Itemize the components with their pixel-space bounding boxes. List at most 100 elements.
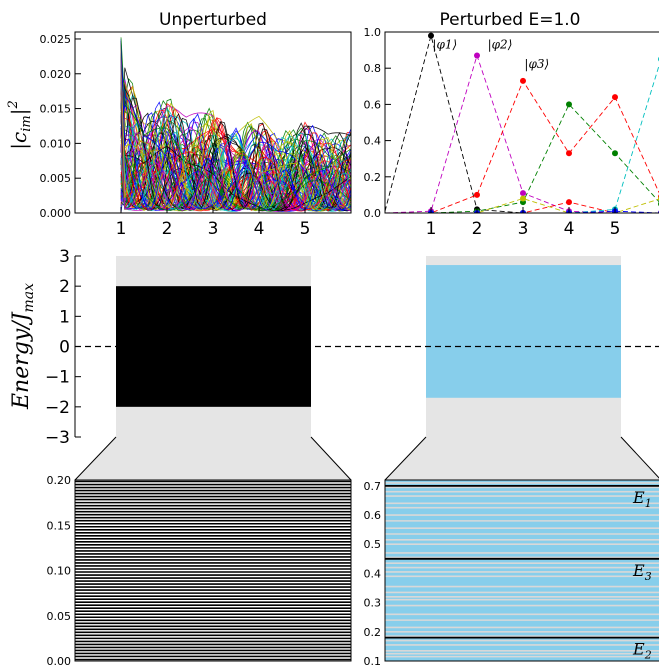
perturbed-levels-ticks: 0.1 0.2 0.3 0.4 0.5 0.6 0.7: [364, 480, 382, 666]
unperturbed-series-82: [120, 69, 352, 209]
x-tick-label-4: 4: [564, 219, 575, 239]
perturbed-level-tick-label-0.6: 0.6: [364, 509, 382, 522]
zoom-right-funnel: [385, 437, 659, 480]
unperturbed-series-95: [120, 46, 352, 210]
level-label-main-E_2: E: [632, 640, 645, 659]
title-perturbed: Perturbed E=1.0: [440, 10, 581, 30]
unperturbed-series-100: [120, 37, 352, 210]
x-tick-label-3: 3: [208, 219, 219, 239]
y-tick-label-0.6: 0.6: [364, 98, 382, 111]
zoom-left-edge-r: [310, 436, 352, 481]
level-label-sub-E_1: 1: [645, 497, 652, 510]
perturbed-level-tick-label-0.3: 0.3: [364, 597, 382, 610]
y-tick-label-0.015: 0.015: [40, 103, 72, 116]
perturbed-state-labels: |φ1⟩ |φ2⟩ |φ3⟩: [432, 37, 549, 71]
level-label-main-E_1: E: [632, 488, 645, 507]
energy-ticks: −3 −2 −1 0 1 2 3: [45, 247, 81, 448]
y-tick-label-0.8: 0.8: [364, 62, 382, 75]
x-tick-label-2: 2: [472, 219, 483, 239]
unperturbed-series-91: [120, 53, 352, 212]
y-tick-label-0.020: 0.020: [40, 68, 72, 81]
perturbed-series-line-4: [431, 201, 659, 213]
perturbed-level-tick-label-0.7: 0.7: [364, 480, 382, 493]
y-tick-label-0.4: 0.4: [364, 135, 382, 148]
perturbed-levels-background: [385, 480, 659, 661]
perturbed-series-3-point-3: [474, 191, 480, 198]
x-tick-label-1: 1: [116, 219, 127, 239]
zoom-right-edge-l: [384, 436, 427, 481]
zoom-right-edge-r: [620, 436, 659, 479]
energy-tick-label-2: 2: [59, 277, 70, 297]
unperturbed-levels-ticks: 0.00 0.05 0.10 0.15 0.20: [47, 474, 72, 666]
state-label-3: |φ3⟩: [524, 57, 549, 71]
unperturbed-coeff-plot: 1 2 3 4 5 0.000 0.005 0.010 0.015 0.020 0.025 |cim…: [6, 31, 352, 239]
perturbed-level-tick-label-0.2: 0.2: [364, 626, 382, 639]
energy-tick-label-1: 1: [59, 307, 70, 327]
perturbed-series-group: [385, 32, 659, 213]
energy-tick-label--2: −2: [45, 398, 70, 418]
energy-ylabel: Energy/Jmax: [9, 283, 37, 410]
title-unperturbed: Unperturbed: [159, 10, 267, 30]
level-tick-label-0.10: 0.10: [47, 565, 72, 578]
unperturbed-series-88: [120, 58, 352, 212]
unperturbed-series-85: [120, 63, 352, 212]
perturbed-series-5-point-6: [612, 150, 618, 157]
unperturbed-series-36: [120, 89, 352, 210]
level-label-sub-E_2: 2: [644, 649, 652, 662]
zoom-connectors: [74, 436, 659, 481]
x-tick-label-1: 1: [426, 219, 437, 239]
coeff-ylabel: |cim|2: [6, 100, 34, 149]
perturbed-levels-frame: [384, 479, 659, 662]
unperturbed-series-92: [120, 51, 352, 210]
unperturbed-series-75: [120, 81, 352, 211]
y-tick-label-0.2: 0.2: [364, 171, 382, 184]
perturbed-series-2-point-4: [520, 190, 526, 197]
perturbed-level-lines: [385, 480, 659, 661]
perturbed-ticks: 1 2 3 4 5 0.0 0.2 0.4 0.6 0.8 1.0: [364, 26, 621, 239]
unperturbed-levels-frame: [74, 479, 352, 662]
level-tick-label-0.00: 0.00: [47, 655, 72, 666]
perturbed-series-2-point-3: [474, 52, 480, 59]
unperturbed-levels-plot: 0.00 0.05 0.10 0.15 0.20: [47, 474, 352, 666]
perturbed-series-line-6: [431, 198, 659, 213]
unperturbed-series-49: [120, 120, 352, 210]
unperturbed-series-98: [120, 40, 352, 210]
unperturbed-series-group: [120, 37, 352, 214]
perturbed-level-tick-label-0.4: 0.4: [364, 567, 382, 580]
state-label-1: |φ1⟩: [432, 37, 457, 51]
perturbed-series-1-point-2: [428, 32, 434, 39]
energy-band-plot: −3 −2 −1 0 1 2 3 Energy/Jmax: [9, 247, 659, 448]
level-label-sub-E_3: 3: [645, 570, 652, 583]
level-tick-label-0.15: 0.15: [47, 519, 72, 532]
unperturbed-series-96: [120, 44, 352, 212]
energy-tick-label-0: 0: [59, 338, 70, 358]
level-tick-label-0.20: 0.20: [47, 474, 72, 487]
perturbed-series-5-point-5: [566, 101, 572, 108]
perturbed-series-3-point-6: [612, 94, 618, 101]
x-tick-label-2: 2: [162, 219, 173, 239]
y-tick-label-0.025: 0.025: [40, 33, 72, 46]
unperturbed-level-lines: [75, 480, 351, 661]
level-label-E_3: E3: [632, 561, 652, 583]
x-tick-label-5: 5: [300, 219, 311, 239]
x-tick-label-3: 3: [518, 219, 529, 239]
unperturbed-series-93: [120, 49, 352, 212]
perturbed-series-3-point-4: [520, 77, 526, 84]
unperturbed-series-99: [120, 39, 352, 212]
perturbed-series-line-7: [431, 64, 659, 213]
zoom-left-funnel: [75, 437, 351, 480]
unperturbed-series-97: [120, 42, 352, 211]
perturbed-level-tick-label-0.1: 0.1: [364, 655, 382, 666]
y-tick-label-1.0: 1.0: [364, 26, 382, 39]
zoom-left-edge-l: [74, 436, 117, 481]
level-label-E_1: E1: [632, 488, 652, 510]
y-tick-label-0.000: 0.000: [40, 207, 72, 220]
level-label-E_2: E2: [632, 640, 652, 662]
x-tick-label-4: 4: [254, 219, 265, 239]
y-tick-label-0.0: 0.0: [364, 207, 382, 220]
perturbed-level-tick-label-0.5: 0.5: [364, 538, 382, 551]
state-label-2: |φ2⟩: [488, 37, 513, 51]
